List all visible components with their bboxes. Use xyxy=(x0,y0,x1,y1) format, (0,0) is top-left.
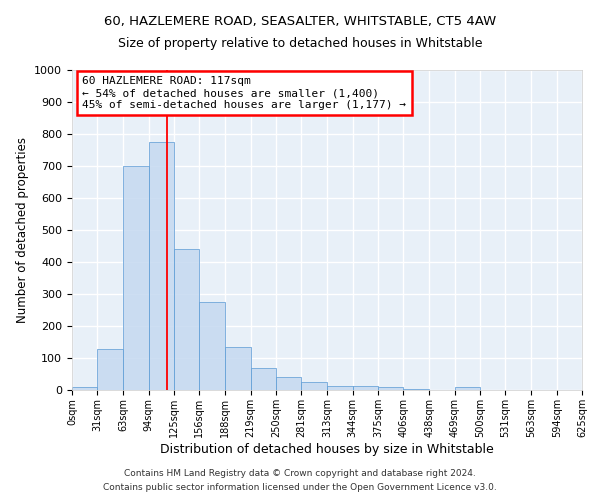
Bar xyxy=(174,249,199,390)
Text: Contains public sector information licensed under the Open Government Licence v3: Contains public sector information licen… xyxy=(103,484,497,492)
X-axis label: Distribution of detached houses by size in Whitstable: Distribution of detached houses by size … xyxy=(160,442,494,456)
Bar xyxy=(226,348,251,390)
Text: Contains HM Land Registry data © Crown copyright and database right 2024.: Contains HM Land Registry data © Crown c… xyxy=(124,468,476,477)
Bar xyxy=(378,388,403,390)
Bar xyxy=(353,386,378,390)
Bar xyxy=(149,142,174,390)
Bar xyxy=(403,389,430,390)
Bar xyxy=(124,166,149,390)
Bar xyxy=(301,382,328,390)
Bar xyxy=(72,388,97,390)
Text: 60, HAZLEMERE ROAD, SEASALTER, WHITSTABLE, CT5 4AW: 60, HAZLEMERE ROAD, SEASALTER, WHITSTABL… xyxy=(104,15,496,28)
Bar xyxy=(455,387,480,390)
Y-axis label: Number of detached properties: Number of detached properties xyxy=(16,137,29,323)
Text: 60 HAZLEMERE ROAD: 117sqm
← 54% of detached houses are smaller (1,400)
45% of se: 60 HAZLEMERE ROAD: 117sqm ← 54% of detac… xyxy=(82,76,406,110)
Bar xyxy=(251,368,276,390)
Bar xyxy=(199,302,226,390)
Text: Size of property relative to detached houses in Whitstable: Size of property relative to detached ho… xyxy=(118,38,482,51)
Bar xyxy=(276,377,301,390)
Bar xyxy=(328,386,353,390)
Bar xyxy=(97,349,124,390)
